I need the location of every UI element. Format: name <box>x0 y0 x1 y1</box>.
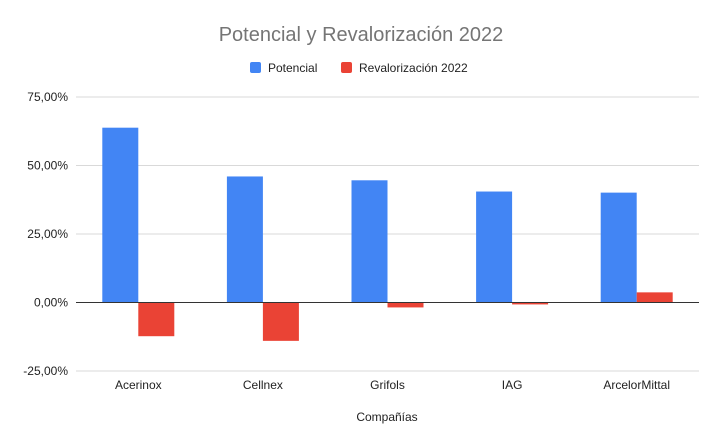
legend-label: Revalorización 2022 <box>359 61 468 75</box>
y-tick-label: 0,00% <box>34 296 68 310</box>
legend-label: Potencial <box>268 61 317 75</box>
bar-revalorizacion-cellnex <box>262 302 299 341</box>
x-tick-label: Acerinox <box>115 378 162 392</box>
x-tick-label: Cellnex <box>243 378 283 392</box>
bar-revalorizacion-arcelormittal <box>636 292 673 303</box>
legend: Potencial Revalorización 2022 <box>250 61 468 75</box>
bar-potencial-iag <box>476 191 513 303</box>
y-tick-label: 75,00% <box>27 90 68 104</box>
bar-potencial-acerinox <box>102 127 139 303</box>
y-axis-ticks: 75,00% 50,00% 25,00% 0,00% -25,00% <box>23 90 68 378</box>
bar-potencial-cellnex <box>226 176 263 303</box>
legend-swatch <box>250 62 261 73</box>
bar-potencial-grifols <box>351 180 388 303</box>
y-tick-label: 25,00% <box>27 227 68 241</box>
y-tick-label: -25,00% <box>23 364 68 378</box>
legend-swatch <box>341 62 352 73</box>
bar-revalorizacion-acerinox <box>138 302 175 337</box>
x-tick-label: ArcelorMittal <box>603 378 670 392</box>
x-tick-label: Grifols <box>370 378 405 392</box>
bar-revalorizacion-iag <box>512 302 549 305</box>
x-tick-label: IAG <box>502 378 523 392</box>
x-axis-ticks: Acerinox Cellnex Grifols IAG ArcelorMittal <box>115 378 670 392</box>
bar-potencial-arcelormittal <box>600 192 637 303</box>
x-axis-title: Compañías <box>356 410 417 424</box>
bar-revalorizacion-grifols <box>387 302 424 308</box>
y-tick-label: 50,00% <box>27 159 68 173</box>
chart-title: Potencial y Revalorización 2022 <box>219 24 504 46</box>
bars <box>102 127 673 341</box>
